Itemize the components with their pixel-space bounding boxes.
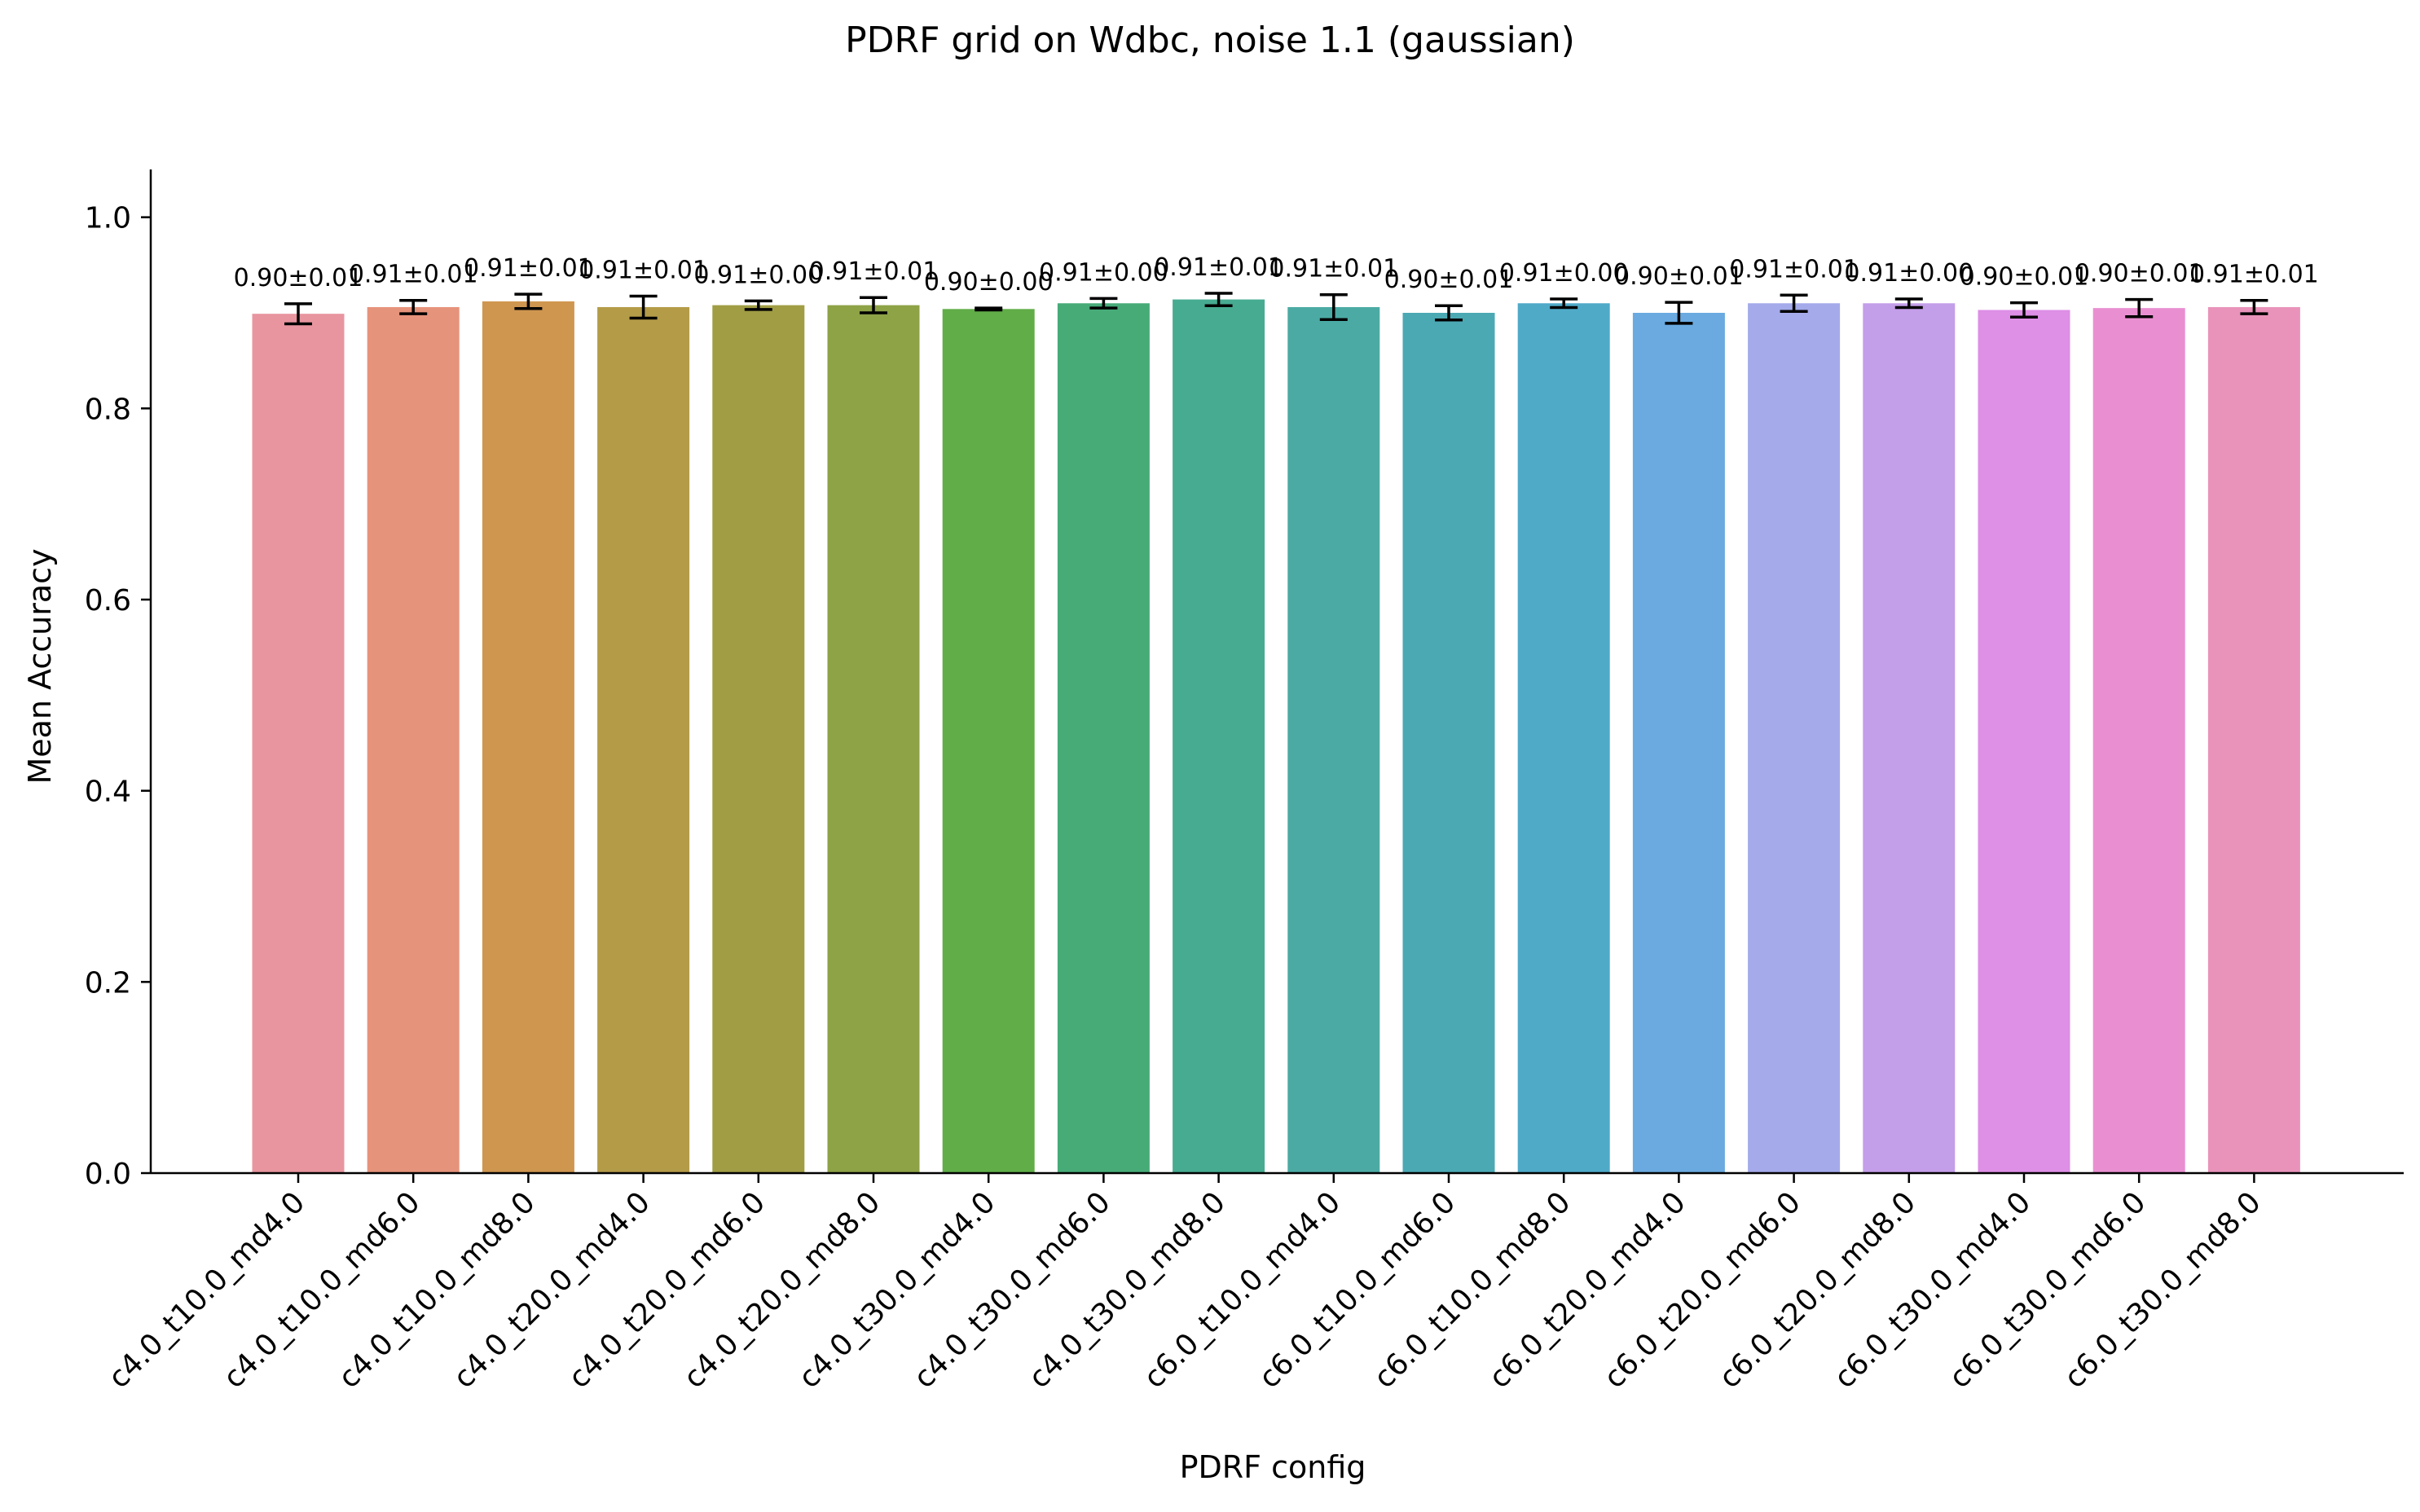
x-ticks-layer: c4.0_t10.0_md4.0c4.0_t10.0_md6.0c4.0_t10…	[102, 1173, 2268, 1395]
error-bar-c6.0_t20.0_md6.0	[1780, 293, 1808, 313]
error-bar-c6.0_t30.0_md8.0	[2240, 298, 2268, 315]
y-axis-label: Mean Accuracy	[22, 548, 58, 784]
data-labels-layer: 0.90±0.010.91±0.010.91±0.010.91±0.010.91…	[234, 253, 2319, 297]
data-label-c4.0_t10.0_md4.0: 0.90±0.01	[234, 264, 363, 292]
bar-c6.0_t20.0_md8.0	[1863, 303, 1956, 1174]
data-label-c4.0_t30.0_md4.0: 0.90±0.00	[924, 268, 1054, 297]
data-label-c4.0_t20.0_md6.0: 0.91±0.00	[693, 261, 823, 289]
x-tick-label-c6.0_t30.0_md4.0: c6.0_t30.0_md4.0	[1828, 1185, 2037, 1395]
data-label-c4.0_t20.0_md8.0: 0.91±0.01	[809, 257, 939, 286]
data-label-c6.0_t30.0_md4.0: 0.90±0.01	[1960, 263, 2089, 292]
bars-layer	[252, 299, 2300, 1174]
data-label-c6.0_t30.0_md8.0: 0.91±0.01	[2189, 261, 2319, 289]
bar-c6.0_t20.0_md6.0	[1748, 303, 1841, 1174]
data-label-c4.0_t30.0_md8.0: 0.91±0.01	[1154, 253, 1283, 282]
error-bar-c6.0_t20.0_md4.0	[1665, 301, 1693, 325]
data-label-c6.0_t30.0_md6.0: 0.90±0.01	[2075, 260, 2204, 288]
bar-c4.0_t30.0_md6.0	[1057, 303, 1150, 1174]
error-bar-c6.0_t30.0_md4.0	[2010, 301, 2038, 319]
y-ticks-layer: 0.0 0.2 0.4 0.6 0.8 1.0	[85, 202, 151, 1191]
error-bar-c6.0_t30.0_md6.0	[2125, 297, 2154, 319]
x-tick-label-c4.0_t30.0_md4.0: c4.0_t30.0_md4.0	[793, 1185, 1002, 1395]
error-bar-c4.0_t30.0_md8.0	[1204, 292, 1233, 307]
bar-c6.0_t10.0_md8.0	[1517, 303, 1610, 1174]
x-tick-label-c6.0_t20.0_md6.0: c6.0_t20.0_md6.0	[1598, 1185, 1807, 1395]
chart-title: PDRF grid on Wdbc, noise 1.1 (gaussian)	[845, 20, 1575, 61]
data-label-c6.0_t20.0_md8.0: 0.91±0.00	[1844, 259, 1973, 288]
x-tick-label-c4.0_t20.0_md4.0: c4.0_t20.0_md4.0	[447, 1185, 657, 1395]
bar-c6.0_t20.0_md4.0	[1632, 313, 1725, 1173]
error-bar-c4.0_t30.0_md4.0	[975, 306, 1003, 312]
x-tick-label-c6.0_t10.0_md6.0: c6.0_t10.0_md6.0	[1252, 1185, 1462, 1395]
data-label-c4.0_t20.0_md4.0: 0.91±0.01	[579, 256, 708, 284]
y-tick-label: 0.0	[85, 1158, 131, 1191]
bar-c6.0_t30.0_md6.0	[2092, 308, 2185, 1174]
bar-c4.0_t10.0_md4.0	[252, 314, 345, 1173]
data-label-c6.0_t20.0_md6.0: 0.91±0.01	[1729, 255, 1859, 284]
x-tick-label-c4.0_t20.0_md6.0: c4.0_t20.0_md6.0	[562, 1185, 772, 1395]
y-tick-label: 1.0	[85, 202, 131, 235]
y-tick-label: 0.2	[85, 966, 131, 1000]
x-tick-label-c6.0_t30.0_md8.0: c6.0_t30.0_md8.0	[2058, 1185, 2268, 1395]
error-bar-c6.0_t10.0_md6.0	[1435, 304, 1463, 322]
x-tick-label-c6.0_t10.0_md4.0: c6.0_t10.0_md4.0	[1137, 1185, 1347, 1395]
y-tick-label: 0.6	[85, 584, 131, 618]
y-tick-label: 0.4	[85, 776, 131, 809]
x-tick-label-c4.0_t30.0_md8.0: c4.0_t30.0_md8.0	[1023, 1185, 1232, 1395]
error-bar-c4.0_t20.0_md4.0	[629, 294, 658, 320]
x-axis-label: PDRF config	[1180, 1449, 1366, 1485]
x-tick-label-c6.0_t30.0_md6.0: c6.0_t30.0_md6.0	[1943, 1185, 2153, 1395]
data-label-c4.0_t30.0_md6.0: 0.91±0.00	[1039, 258, 1168, 287]
data-label-c6.0_t10.0_md4.0: 0.91±0.01	[1269, 255, 1398, 284]
x-tick-label-c6.0_t10.0_md8.0: c6.0_t10.0_md8.0	[1368, 1185, 1577, 1395]
error-bar-c4.0_t10.0_md6.0	[399, 298, 428, 315]
error-bar-c4.0_t10.0_md4.0	[284, 302, 312, 326]
bar-c6.0_t30.0_md8.0	[2207, 306, 2300, 1174]
x-tick-label-c6.0_t20.0_md8.0: c6.0_t20.0_md8.0	[1713, 1185, 1922, 1395]
bar-c4.0_t20.0_md4.0	[597, 306, 690, 1174]
data-label-c4.0_t10.0_md6.0: 0.91±0.01	[349, 261, 478, 289]
error-bar-c6.0_t10.0_md8.0	[1550, 297, 1578, 310]
bar-c4.0_t20.0_md8.0	[827, 305, 920, 1174]
bar-c4.0_t30.0_md4.0	[942, 309, 1035, 1174]
data-label-c4.0_t10.0_md8.0: 0.91±0.01	[464, 254, 593, 283]
bar-c6.0_t30.0_md4.0	[1978, 310, 2070, 1174]
bar-c4.0_t30.0_md8.0	[1173, 299, 1265, 1173]
bar-c4.0_t10.0_md6.0	[367, 306, 460, 1174]
x-tick-label-c6.0_t20.0_md4.0: c6.0_t20.0_md4.0	[1483, 1185, 1692, 1395]
error-bar-c4.0_t10.0_md8.0	[514, 292, 543, 310]
bar-c6.0_t10.0_md4.0	[1287, 306, 1380, 1174]
error-bar-c6.0_t20.0_md8.0	[1894, 297, 1923, 310]
x-tick-label-c4.0_t10.0_md6.0: c4.0_t10.0_md6.0	[218, 1185, 427, 1395]
data-label-c6.0_t10.0_md6.0: 0.90±0.01	[1384, 266, 1514, 294]
error-bar-c4.0_t20.0_md6.0	[744, 299, 772, 311]
bar-c6.0_t10.0_md6.0	[1402, 313, 1495, 1173]
y-tick-label: 0.8	[85, 393, 131, 426]
error-bar-c6.0_t10.0_md4.0	[1319, 292, 1348, 321]
axes-layer	[149, 169, 2404, 1175]
error-bar-c4.0_t30.0_md6.0	[1089, 297, 1118, 310]
x-tick-label-c4.0_t30.0_md6.0: c4.0_t30.0_md6.0	[908, 1185, 1117, 1395]
bar-c4.0_t20.0_md6.0	[712, 305, 805, 1174]
bar-c4.0_t10.0_md8.0	[482, 301, 574, 1173]
error-bar-c4.0_t20.0_md8.0	[860, 296, 887, 314]
x-tick-label-c4.0_t20.0_md8.0: c4.0_t20.0_md8.0	[677, 1185, 887, 1395]
x-tick-label-c4.0_t10.0_md4.0: c4.0_t10.0_md4.0	[102, 1185, 311, 1395]
data-label-c6.0_t20.0_md4.0: 0.90±0.01	[1614, 262, 1744, 291]
x-tick-label-c4.0_t10.0_md8.0: c4.0_t10.0_md8.0	[332, 1185, 542, 1395]
data-label-c6.0_t10.0_md8.0: 0.91±0.00	[1499, 259, 1629, 288]
error-bars-layer	[284, 292, 2268, 326]
